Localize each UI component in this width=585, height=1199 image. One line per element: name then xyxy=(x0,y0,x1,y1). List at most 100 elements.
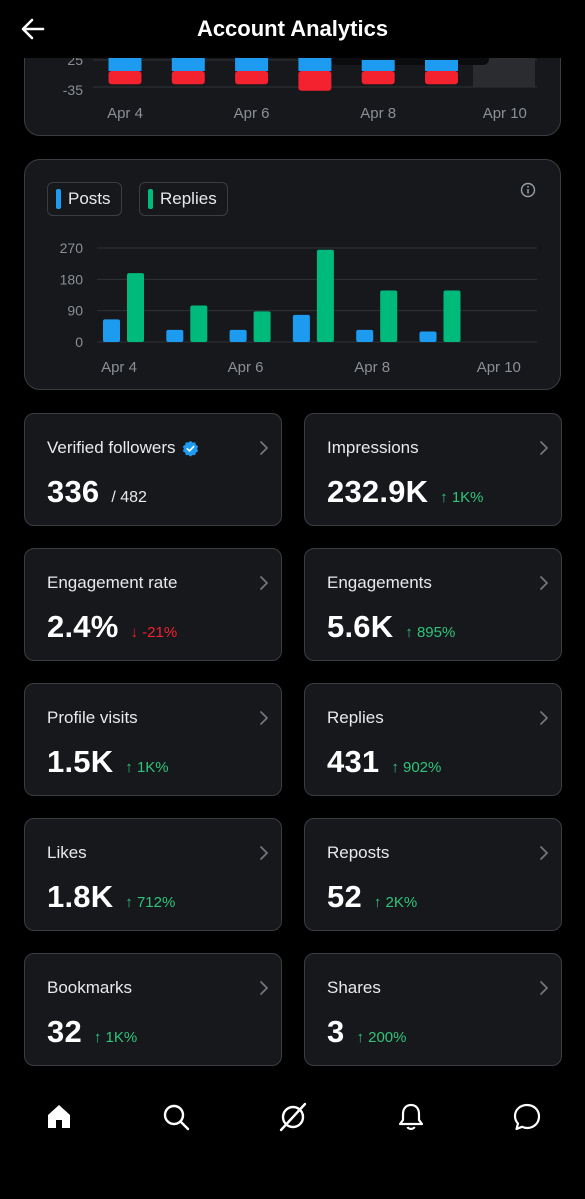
stat-label-text: Impressions xyxy=(327,438,419,457)
chevron-right-icon xyxy=(540,441,548,455)
stat-value-row: 3 ↑ 200% xyxy=(327,1014,407,1050)
y-tick-label: 0 xyxy=(75,334,83,350)
stat-delta: ↑ 200% xyxy=(356,1029,407,1046)
stat-label: Engagement rate xyxy=(47,573,177,593)
bar-replies xyxy=(443,290,461,342)
stat-card-profile-visits[interactable]: Profile visits 1.5K ↑ 1K% xyxy=(24,683,282,796)
legend-replies-label: Replies xyxy=(160,189,217,208)
stat-value-row: 2.4% ↓ -21% xyxy=(47,609,177,645)
stat-value: 32 xyxy=(47,1014,82,1049)
bar-replies xyxy=(127,273,144,342)
stat-label-text: Shares xyxy=(327,978,381,997)
stat-delta: ↑ 1K% xyxy=(440,489,484,506)
bar-negative xyxy=(425,71,458,85)
stat-label: Verified followers xyxy=(47,438,199,458)
chevron-right-icon xyxy=(540,846,548,860)
replies-swatch xyxy=(148,189,153,209)
grok-icon[interactable] xyxy=(278,1102,308,1132)
stat-value: 1.8K xyxy=(47,879,114,914)
stat-card-engagements[interactable]: Engagements 5.6K ↑ 895% xyxy=(304,548,562,661)
arrow-left-icon[interactable] xyxy=(18,14,48,44)
legend-posts[interactable]: Posts xyxy=(47,182,122,216)
stat-label-text: Engagements xyxy=(327,573,432,592)
stat-value: 232.9K xyxy=(327,474,429,509)
home-icon[interactable] xyxy=(44,1102,74,1132)
bar-posts xyxy=(292,314,310,342)
bar-posts xyxy=(356,329,374,342)
x-tick-label: Apr 4 xyxy=(101,359,137,376)
bar-replies xyxy=(380,290,398,342)
bar-posts xyxy=(229,329,247,342)
stat-label: Impressions xyxy=(327,438,419,458)
x-tick-label: Apr 6 xyxy=(228,359,264,376)
stat-label: Reposts xyxy=(327,843,389,863)
stat-label-text: Replies xyxy=(327,708,384,727)
posts-replies-chart-card: Posts Replies 0 90 180 270 Apr 4 Apr 6 Apr 8 Ap… xyxy=(24,159,561,390)
bar-negative xyxy=(298,71,332,91)
info-icon[interactable] xyxy=(520,182,536,198)
bar-negative xyxy=(108,71,142,85)
stat-label: Shares xyxy=(327,978,381,998)
stat-card-verified-followers[interactable]: Verified followers 336 / 482 xyxy=(24,413,282,526)
stat-value-row: 1.5K ↑ 1K% xyxy=(47,744,169,780)
stat-value: 336 xyxy=(47,474,100,509)
x-tick-label: Apr 4 xyxy=(107,105,143,122)
stat-delta: ↑ 1K% xyxy=(125,759,169,776)
y-tick-label: 90 xyxy=(67,303,83,319)
bar-replies xyxy=(316,249,334,342)
stat-total: / 482 xyxy=(111,489,147,506)
stat-delta: ↑ 2K% xyxy=(373,894,418,911)
x-tick-label: Apr 8 xyxy=(360,105,396,122)
header: Account Analytics xyxy=(0,0,585,58)
bar-posts xyxy=(103,319,120,342)
stat-label: Bookmarks xyxy=(47,978,132,998)
verified-badge-icon xyxy=(182,440,198,457)
chevron-right-icon xyxy=(540,711,548,725)
legend-replies[interactable]: Replies xyxy=(139,182,228,216)
search-icon[interactable] xyxy=(161,1102,191,1132)
stat-label: Replies xyxy=(327,708,384,728)
bar-negative xyxy=(361,71,395,85)
chevron-right-icon xyxy=(260,711,268,725)
chevron-right-icon xyxy=(540,981,548,995)
stat-value: 3 xyxy=(327,1014,345,1049)
stat-label-text: Engagement rate xyxy=(47,573,178,592)
chevron-right-icon xyxy=(260,441,268,455)
stat-delta: ↑ 712% xyxy=(125,894,176,911)
stat-value-row: 32 ↑ 1K% xyxy=(47,1014,137,1050)
bar-posts xyxy=(419,331,437,342)
y-tick-label: 270 xyxy=(60,240,84,256)
y-tick-label: 180 xyxy=(60,271,84,287)
stat-value: 431 xyxy=(327,744,380,779)
stat-value-row: 232.9K ↑ 1K% xyxy=(327,474,484,510)
bar-positive xyxy=(425,60,458,71)
chevron-right-icon xyxy=(260,576,268,590)
stat-label-text: Verified followers xyxy=(47,438,176,457)
stat-card-shares[interactable]: Shares 3 ↑ 200% xyxy=(304,953,562,1066)
stat-delta: ↓ -21% xyxy=(130,624,178,641)
stat-card-replies[interactable]: Replies 431 ↑ 902% xyxy=(304,683,562,796)
stat-delta: ↑ 1K% xyxy=(93,1029,138,1046)
stat-card-reposts[interactable]: Reposts 52 ↑ 2K% xyxy=(304,818,562,931)
stat-label-text: Reposts xyxy=(327,843,390,862)
x-tick-label: Apr 10 xyxy=(483,105,527,122)
stat-card-impressions[interactable]: Impressions 232.9K ↑ 1K% xyxy=(304,413,562,526)
stat-card-likes[interactable]: Likes 1.8K ↑ 712% xyxy=(24,818,282,931)
stat-label-text: Likes xyxy=(47,843,87,862)
bar-posts xyxy=(166,329,184,342)
bottom-nav xyxy=(0,1085,585,1199)
stat-card-bookmarks[interactable]: Bookmarks 32 ↑ 1K% xyxy=(24,953,282,1066)
legend-posts-label: Posts xyxy=(68,189,111,208)
messages-icon[interactable] xyxy=(512,1102,542,1132)
notifications-icon[interactable] xyxy=(396,1102,426,1132)
stat-card-engagement-rate[interactable]: Engagement rate 2.4% ↓ -21% xyxy=(24,548,282,661)
stat-label: Engagements xyxy=(327,573,432,593)
stat-value-row: 52 ↑ 2K% xyxy=(327,879,417,915)
chevron-right-icon xyxy=(540,576,548,590)
stat-value: 1.5K xyxy=(47,744,114,779)
bar-negative xyxy=(171,71,205,85)
stat-delta: ↑ 895% xyxy=(405,624,456,641)
x-tick-label: Apr 8 xyxy=(354,359,390,376)
stat-value-row: 431 ↑ 902% xyxy=(327,744,441,780)
bar-negative xyxy=(235,71,269,85)
